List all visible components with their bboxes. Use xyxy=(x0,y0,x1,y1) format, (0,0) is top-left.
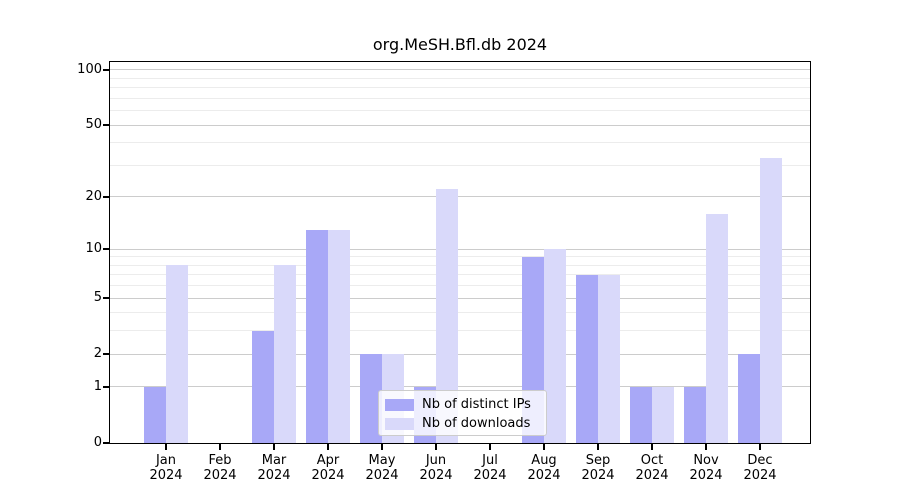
y-tick-label: 20 xyxy=(85,188,102,204)
y-tick-label: 10 xyxy=(85,241,102,257)
x-tick-label-jul: Jul 2024 xyxy=(460,453,520,483)
x-tick-mark xyxy=(327,444,329,450)
y-tick-label: 5 xyxy=(93,290,102,306)
x-tick-mark xyxy=(381,444,383,450)
x-tick-year: 2024 xyxy=(419,468,453,483)
x-tick-label-sep: Sep 2024 xyxy=(568,453,628,483)
x-tick-mark xyxy=(597,444,599,450)
x-tick-label-feb: Feb 2024 xyxy=(190,453,250,483)
y-tick-label: 0 xyxy=(93,435,102,450)
x-tick-year: 2024 xyxy=(257,468,291,483)
x-tick-month: Jun xyxy=(425,453,447,468)
x-tick-mark xyxy=(759,444,761,450)
x-tick-year: 2024 xyxy=(203,468,237,483)
legend-label-downloads: Nb of downloads xyxy=(422,416,531,431)
x-tick-month: Oct xyxy=(640,453,664,468)
x-tick-label-apr: Apr 2024 xyxy=(298,453,358,483)
x-tick-month: Jul xyxy=(482,453,498,468)
x-tick-year: 2024 xyxy=(689,468,723,483)
x-tick-month: Sep xyxy=(585,453,611,468)
downloads-swatch xyxy=(385,417,414,430)
x-tick-month: Mar xyxy=(261,453,287,468)
x-tick-mark xyxy=(165,444,167,450)
plot-frame xyxy=(109,61,811,444)
x-tick-label-aug: Aug 2024 xyxy=(514,453,574,483)
x-tick-mark xyxy=(219,444,221,450)
x-tick-year: 2024 xyxy=(581,468,615,483)
x-tick-label-dec: Dec 2024 xyxy=(730,453,790,483)
x-tick-label-nov: Nov 2024 xyxy=(676,453,736,483)
y-tick-label: 2 xyxy=(93,346,102,362)
x-tick-year: 2024 xyxy=(365,468,399,483)
legend-item-downloads: Nb of downloads xyxy=(385,414,540,433)
x-tick-month: Jan xyxy=(155,453,177,468)
x-tick-year: 2024 xyxy=(473,468,507,483)
x-tick-mark xyxy=(651,444,653,450)
x-tick-mark xyxy=(489,444,491,450)
x-tick-year: 2024 xyxy=(743,468,777,483)
x-tick-month: Apr xyxy=(316,453,340,468)
x-tick-month: Aug xyxy=(531,453,557,468)
legend-item-distinct-ips: Nb of distinct IPs xyxy=(385,395,540,414)
x-tick-mark xyxy=(435,444,437,450)
x-tick-month: May xyxy=(368,453,396,468)
x-tick-month: Dec xyxy=(747,453,773,468)
x-tick-mark xyxy=(273,444,275,450)
x-tick-month: Nov xyxy=(693,453,719,468)
x-tick-label-jun: Jun 2024 xyxy=(406,453,466,483)
y-tick-label: 1 xyxy=(93,378,102,394)
legend: Nb of distinct IPs Nb of downloads xyxy=(378,390,547,436)
x-tick-year: 2024 xyxy=(527,468,561,483)
x-tick-year: 2024 xyxy=(149,468,183,483)
x-tick-label-oct: Oct 2024 xyxy=(622,453,682,483)
chart-title: org.MeSH.Bfl.db 2024 xyxy=(372,35,548,54)
y-tick-label: 50 xyxy=(85,117,102,133)
x-tick-year: 2024 xyxy=(311,468,345,483)
x-tick-label-may: May 2024 xyxy=(352,453,412,483)
distinct-ips-swatch xyxy=(385,398,414,411)
x-tick-mark xyxy=(543,444,545,450)
y-tick-label: 100 xyxy=(77,61,102,77)
x-tick-month: Feb xyxy=(208,453,232,468)
x-tick-year: 2024 xyxy=(635,468,669,483)
x-tick-label-jan: Jan 2024 xyxy=(136,453,196,483)
x-tick-label-mar: Mar 2024 xyxy=(244,453,304,483)
legend-label-distinct-ips: Nb of distinct IPs xyxy=(422,397,531,412)
x-tick-mark xyxy=(705,444,707,450)
